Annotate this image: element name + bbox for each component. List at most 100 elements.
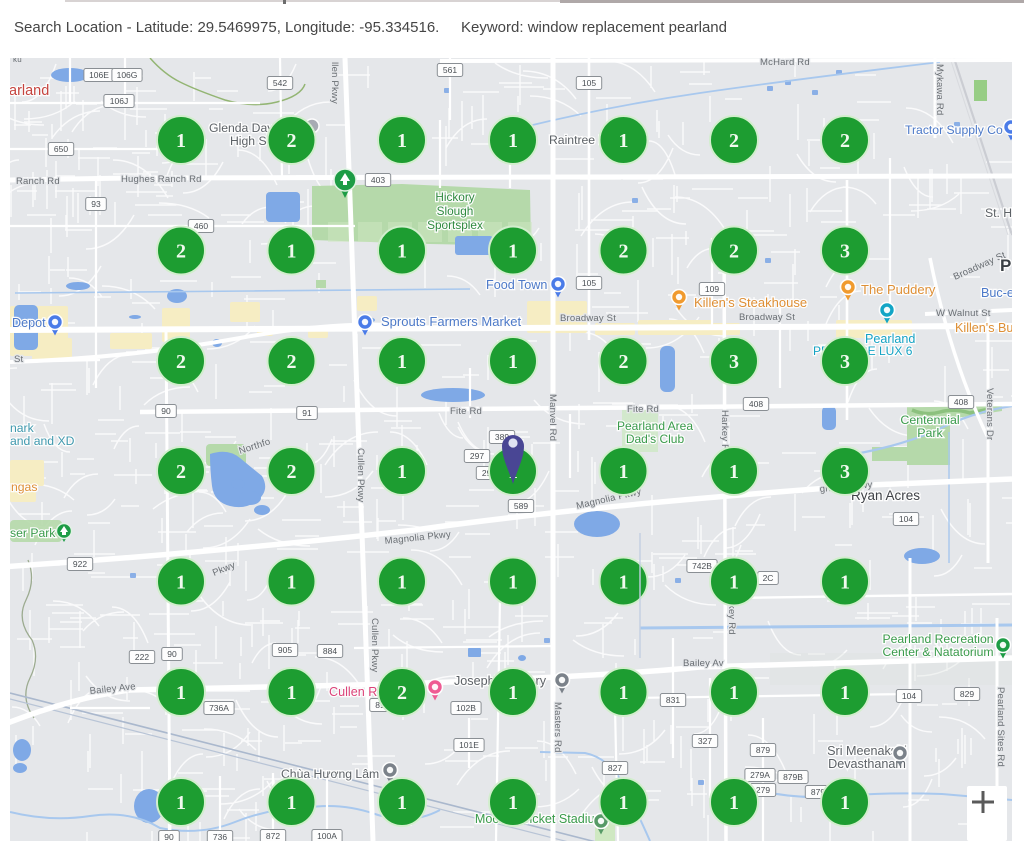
svg-text:1: 1 bbox=[397, 461, 407, 483]
svg-text:key Rd: key Rd bbox=[726, 604, 737, 635]
svg-text:2: 2 bbox=[176, 351, 186, 373]
svg-text:827: 827 bbox=[608, 763, 622, 773]
svg-text:Harkey Rd: Harkey Rd bbox=[719, 410, 730, 457]
svg-text:279: 279 bbox=[756, 785, 770, 795]
svg-text:W Walnut St: W Walnut St bbox=[936, 308, 991, 319]
svg-text:St. He: St. He bbox=[985, 206, 1012, 220]
svg-text:1: 1 bbox=[729, 572, 739, 594]
svg-text:2: 2 bbox=[619, 241, 629, 263]
svg-text:and and XD: and and XD bbox=[10, 434, 75, 448]
svg-text:Fite Rd: Fite Rd bbox=[627, 404, 659, 415]
svg-text:1: 1 bbox=[729, 682, 739, 704]
svg-text:Centennial: Centennial bbox=[900, 413, 959, 427]
svg-text:222: 222 bbox=[135, 652, 149, 662]
svg-text:llen Pkwy: llen Pkwy bbox=[329, 62, 340, 104]
svg-text:106G: 106G bbox=[117, 70, 138, 80]
svg-text:879B: 879B bbox=[783, 772, 803, 782]
svg-text:Cullen Pkwy: Cullen Pkwy bbox=[369, 618, 380, 673]
svg-text:Pearland Area: Pearland Area bbox=[617, 419, 693, 433]
svg-text:1: 1 bbox=[508, 351, 518, 373]
svg-text:Pearland Sites Rd: Pearland Sites Rd bbox=[995, 687, 1006, 767]
svg-text:1: 1 bbox=[176, 130, 186, 152]
svg-text:McHard Rd: McHard Rd bbox=[760, 58, 810, 68]
svg-text:1: 1 bbox=[619, 792, 629, 814]
svg-text:905: 905 bbox=[278, 645, 292, 655]
svg-text:1: 1 bbox=[176, 792, 186, 814]
svg-text:2: 2 bbox=[287, 130, 297, 152]
svg-text:100A: 100A bbox=[317, 831, 337, 841]
svg-text:1: 1 bbox=[508, 682, 518, 704]
svg-text:3: 3 bbox=[729, 351, 739, 373]
svg-text:2: 2 bbox=[287, 351, 297, 373]
svg-text:3: 3 bbox=[840, 351, 850, 373]
svg-text:884: 884 bbox=[323, 646, 337, 656]
svg-text:1: 1 bbox=[287, 241, 297, 263]
svg-text:104: 104 bbox=[899, 514, 913, 524]
svg-text:831: 831 bbox=[666, 695, 680, 705]
svg-text:1: 1 bbox=[287, 792, 297, 814]
svg-text:Dad's Club: Dad's Club bbox=[626, 432, 685, 446]
svg-text:542: 542 bbox=[273, 78, 287, 88]
svg-text:Sri Meenakshi: Sri Meenakshi bbox=[827, 744, 907, 758]
svg-text:1: 1 bbox=[840, 572, 850, 594]
svg-text:Pearland: Pearland bbox=[865, 332, 915, 346]
svg-text:872: 872 bbox=[266, 831, 280, 841]
svg-text:3: 3 bbox=[840, 241, 850, 263]
svg-text:1: 1 bbox=[397, 792, 407, 814]
svg-text:1: 1 bbox=[729, 792, 739, 814]
svg-text:arland: arland bbox=[10, 83, 49, 99]
svg-text:Broadway St: Broadway St bbox=[739, 312, 795, 323]
svg-text:327: 327 bbox=[698, 736, 712, 746]
svg-text:Cullen Pkwy: Cullen Pkwy bbox=[355, 448, 366, 503]
svg-text:922: 922 bbox=[73, 559, 87, 569]
svg-text:Slough: Slough bbox=[437, 204, 474, 218]
svg-text:1: 1 bbox=[840, 792, 850, 814]
svg-text:Masters Rd: Masters Rd bbox=[552, 702, 563, 753]
svg-text:742B: 742B bbox=[692, 561, 712, 571]
svg-text:90: 90 bbox=[161, 406, 171, 416]
svg-text:389: 389 bbox=[495, 432, 509, 442]
svg-text:Park: Park bbox=[917, 426, 943, 440]
svg-text:1: 1 bbox=[287, 572, 297, 594]
svg-text:Broadway St: Broadway St bbox=[560, 313, 616, 324]
svg-text:93: 93 bbox=[91, 199, 101, 209]
svg-text:St: St bbox=[14, 354, 24, 365]
svg-text:1: 1 bbox=[397, 130, 407, 152]
svg-text:109: 109 bbox=[705, 284, 719, 294]
svg-text:104: 104 bbox=[902, 691, 916, 701]
svg-text:High S: High S bbox=[230, 134, 267, 148]
svg-text:Hughes Ranch Rd: Hughes Ranch Rd bbox=[121, 174, 202, 185]
svg-text:2C: 2C bbox=[763, 573, 774, 583]
svg-text:1: 1 bbox=[619, 130, 629, 152]
svg-text:The Puddery: The Puddery bbox=[861, 282, 936, 297]
svg-text:1: 1 bbox=[176, 682, 186, 704]
svg-text:Veterans Dr: Veterans Dr bbox=[984, 388, 995, 440]
svg-text:Food Town: Food Town bbox=[486, 278, 547, 292]
svg-text:Center & Natatorium: Center & Natatorium bbox=[882, 645, 993, 659]
svg-text:736: 736 bbox=[213, 832, 227, 841]
svg-text:403: 403 bbox=[371, 175, 385, 185]
svg-text:279A: 279A bbox=[750, 770, 770, 780]
svg-text:Manvel Rd: Manvel Rd bbox=[547, 394, 558, 441]
svg-text:ngas: ngas bbox=[11, 480, 37, 494]
svg-text:Sportsplex: Sportsplex bbox=[427, 218, 483, 232]
svg-text:2: 2 bbox=[176, 461, 186, 483]
svg-text:P: P bbox=[1000, 256, 1011, 275]
svg-text:879: 879 bbox=[811, 787, 825, 797]
svg-text:Cullen RV: Cullen RV bbox=[329, 685, 386, 699]
svg-text:2: 2 bbox=[287, 461, 297, 483]
svg-text:102B: 102B bbox=[456, 703, 476, 713]
svg-text:1: 1 bbox=[508, 241, 518, 263]
svg-text:Depot: Depot bbox=[12, 316, 46, 330]
svg-text:90: 90 bbox=[167, 649, 177, 659]
svg-text:Fite Rd: Fite Rd bbox=[450, 406, 482, 417]
svg-text:2: 2 bbox=[729, 241, 739, 263]
svg-text:408: 408 bbox=[954, 397, 968, 407]
svg-text:1: 1 bbox=[508, 572, 518, 594]
svg-text:1: 1 bbox=[397, 241, 407, 263]
svg-text:1: 1 bbox=[729, 461, 739, 483]
svg-text:Bailey Av: Bailey Av bbox=[683, 658, 724, 669]
svg-text:1: 1 bbox=[508, 792, 518, 814]
svg-text:561: 561 bbox=[443, 65, 457, 75]
svg-text:1: 1 bbox=[840, 682, 850, 704]
